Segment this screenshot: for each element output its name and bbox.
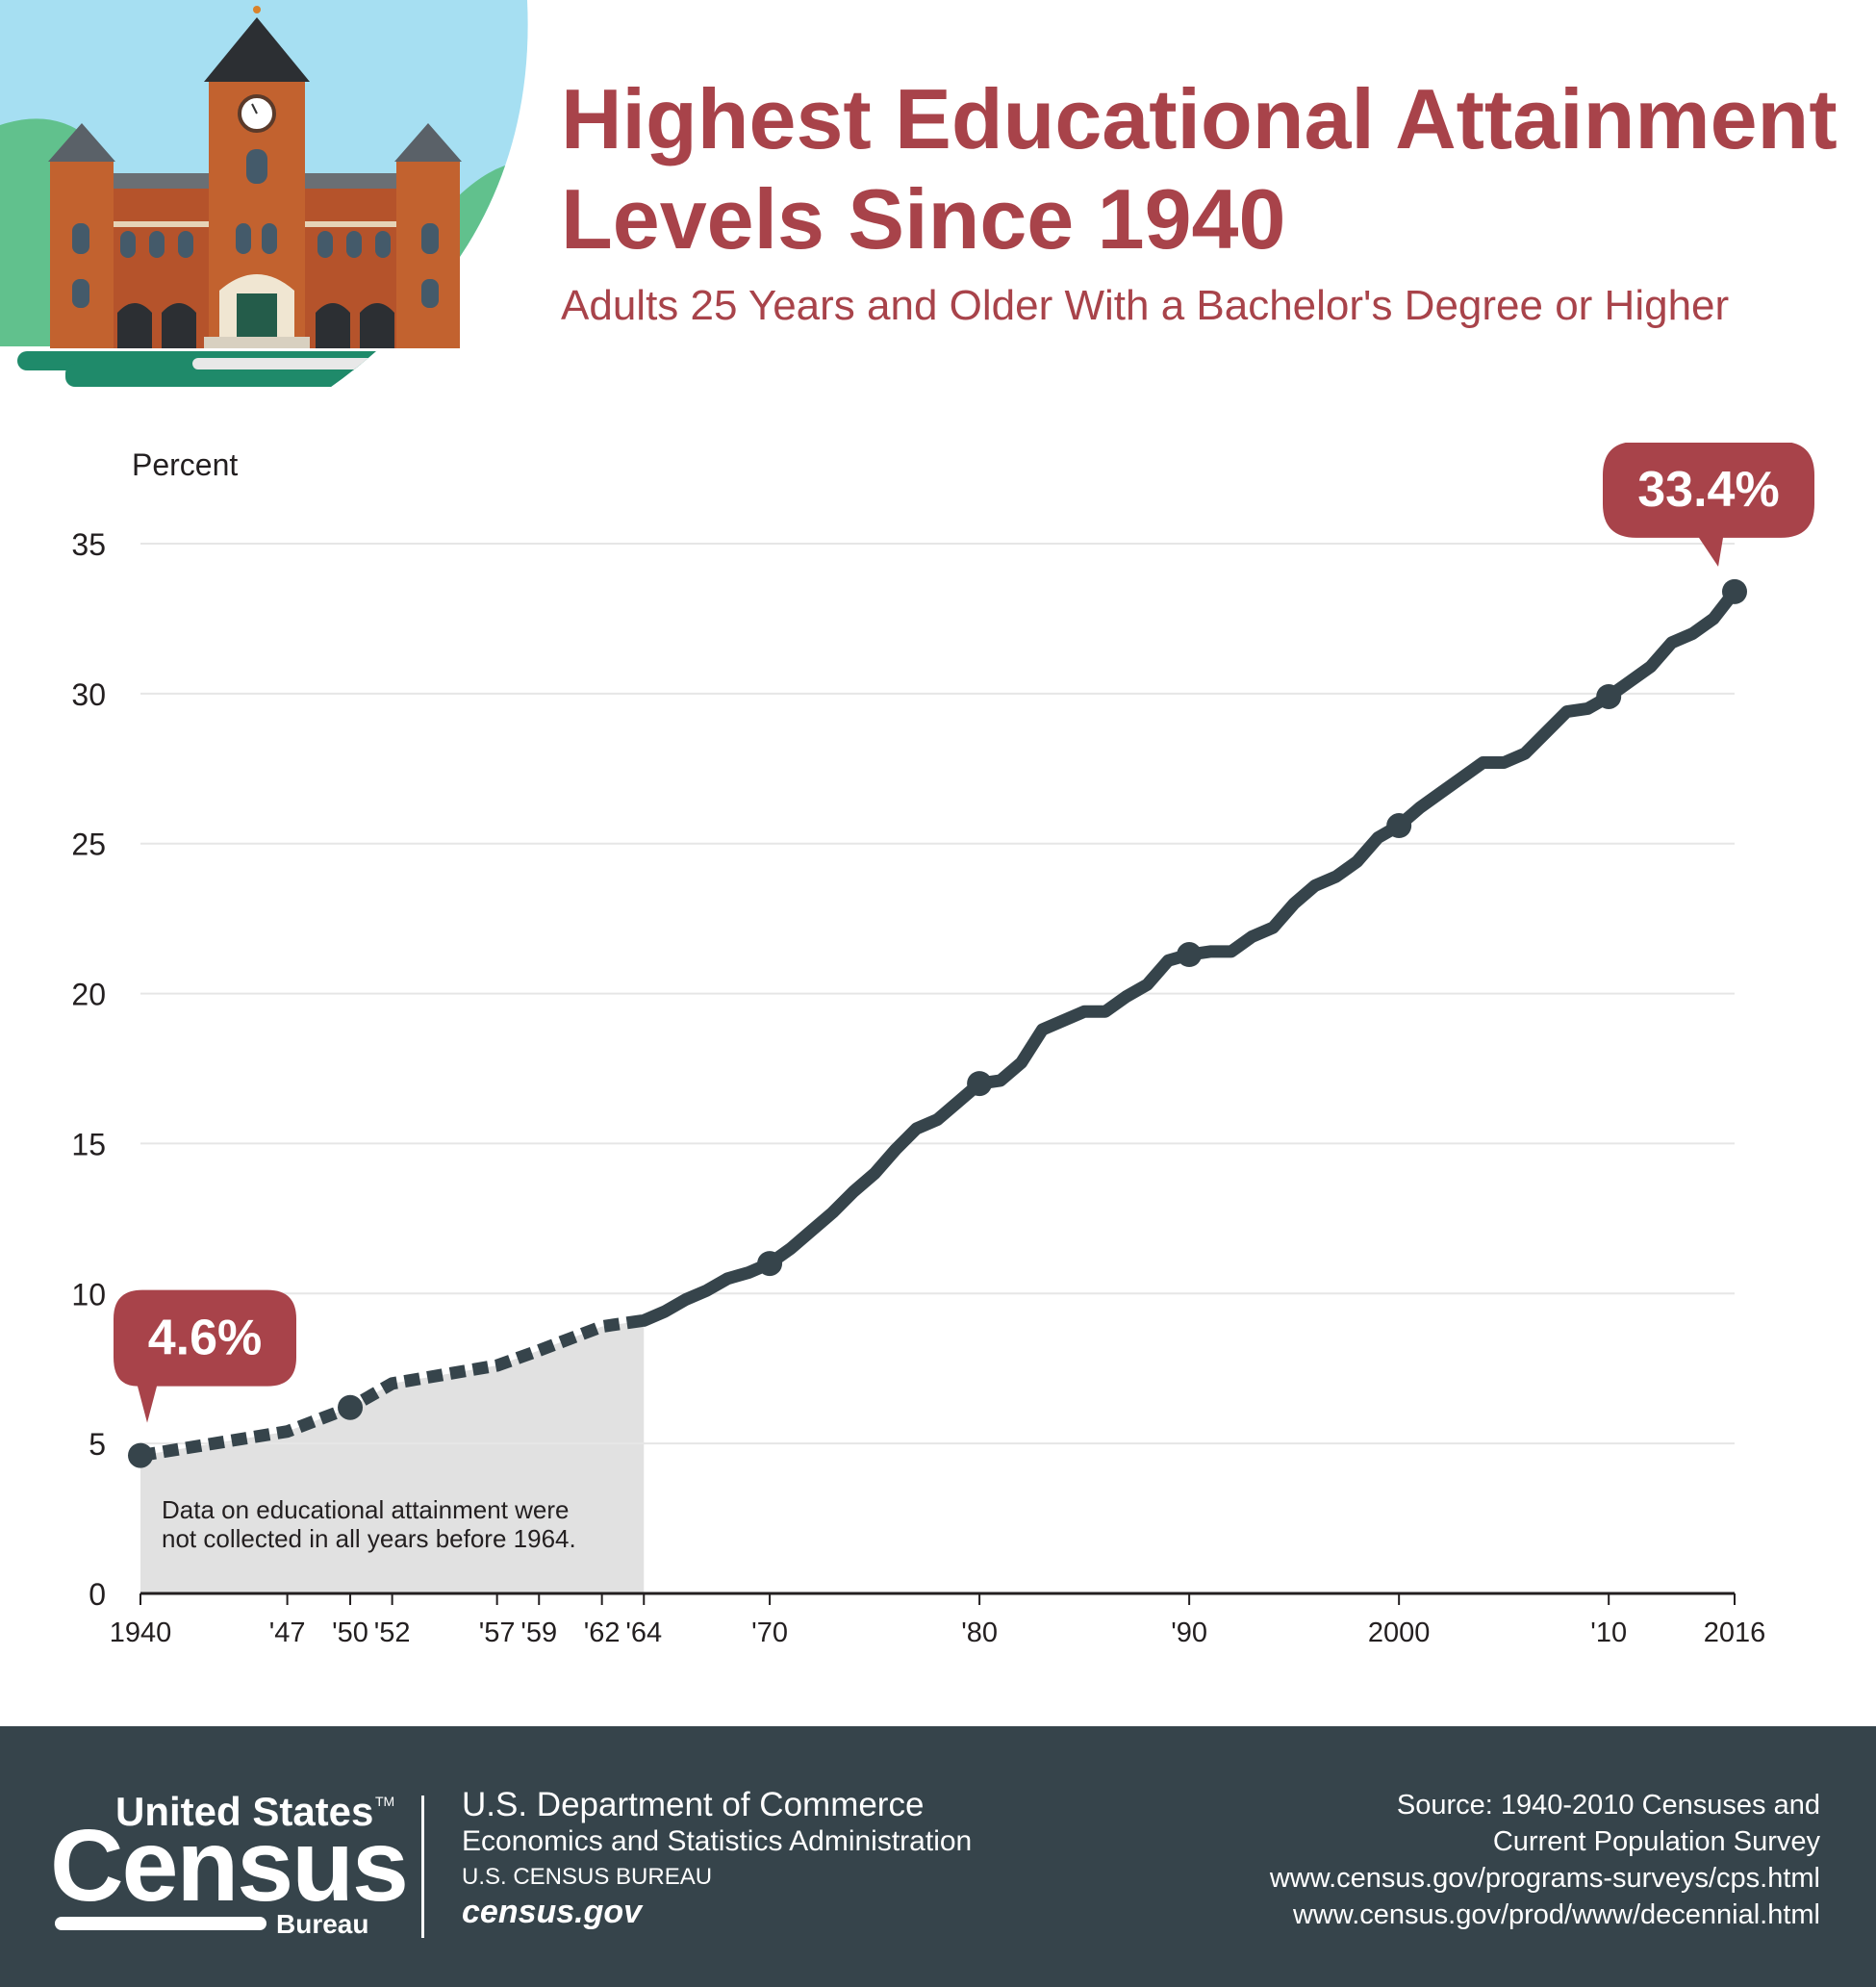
x-tick-label: '50 xyxy=(332,1618,368,1648)
x-tick-label: '57 xyxy=(479,1618,516,1648)
dept-census-bureau: U.S. CENSUS BUREAU xyxy=(462,1864,713,1890)
y-tick-label: 35 xyxy=(71,527,106,562)
census-gov-link[interactable]: census.gov xyxy=(462,1894,643,1930)
shaded-note-line-1: Data on educational attainment were xyxy=(162,1495,570,1524)
y-tick-label: 0 xyxy=(89,1577,106,1612)
data-point-marker xyxy=(1386,813,1412,839)
data-point-marker xyxy=(1177,942,1203,968)
footer-divider xyxy=(421,1796,424,1938)
callout-bubble-2016 xyxy=(1603,443,1814,567)
x-tick-label: 2016 xyxy=(1704,1618,1766,1648)
data-point-marker xyxy=(128,1442,153,1468)
y-axis-label: Percent xyxy=(132,447,238,482)
data-point-marker xyxy=(1722,578,1747,604)
source-url-decennial[interactable]: www.census.gov/prod/www/decennial.html xyxy=(1292,1899,1820,1930)
page-title: Highest Educational Attainment Levels Si… xyxy=(561,69,1860,269)
x-tick-label: '64 xyxy=(625,1618,662,1648)
shaded-note-line-2: not collected in all years before 1964. xyxy=(162,1524,576,1553)
data-point-marker xyxy=(967,1071,993,1097)
x-tick-label: '10 xyxy=(1590,1618,1627,1648)
x-tick-label: '52 xyxy=(374,1618,411,1648)
y-tick-label: 10 xyxy=(71,1277,106,1312)
data-point-marker xyxy=(1596,683,1622,709)
callout-bubble-1940 xyxy=(114,1289,296,1423)
dept-esa: Economics and Statistics Administration xyxy=(462,1825,973,1857)
x-tick-label: '62 xyxy=(584,1618,621,1648)
source-line-1: Source: 1940-2010 Censuses and xyxy=(1396,1790,1820,1821)
x-tick-label: '47 xyxy=(269,1618,306,1648)
y-tick-label: 30 xyxy=(71,677,106,712)
callout-label-2016: 33.4% xyxy=(1637,462,1779,518)
x-tick-label: '70 xyxy=(751,1618,788,1648)
logo-census: Census xyxy=(50,1809,409,1923)
x-tick-label: '90 xyxy=(1171,1618,1207,1648)
footer: United States TM Census Bureau U.S. Depa… xyxy=(0,1726,1876,1987)
callout-label-1940: 4.6% xyxy=(148,1311,263,1366)
x-tick-label: '59 xyxy=(520,1618,557,1648)
data-point-marker xyxy=(338,1394,364,1420)
title-line-2: Levels Since 1940 xyxy=(561,171,1286,267)
logo-underline xyxy=(55,1917,266,1930)
pre-1964-shaded-area xyxy=(140,1320,645,1593)
y-tick-label: 20 xyxy=(71,978,106,1012)
y-tick-label: 15 xyxy=(71,1127,106,1161)
x-tick-label: 1940 xyxy=(110,1618,172,1648)
logo-trademark: TM xyxy=(375,1794,395,1809)
logo-bureau: Bureau xyxy=(276,1909,369,1939)
dept-commerce: U.S. Department of Commerce xyxy=(462,1786,925,1823)
y-tick-label: 25 xyxy=(71,828,106,862)
series-dashed-pre-1964 xyxy=(139,1313,646,1463)
x-tick-label: '80 xyxy=(961,1618,998,1648)
data-point-marker xyxy=(757,1251,783,1277)
page-subtitle: Adults 25 Years and Older With a Bachelo… xyxy=(561,282,1730,329)
x-tick-label: 2000 xyxy=(1368,1618,1431,1648)
logo-united-states: United States xyxy=(115,1789,374,1834)
school-building-icon xyxy=(0,0,528,390)
title-line-1: Highest Educational Attainment xyxy=(561,71,1838,166)
attainment-line-chart: 0 5 10 15 20 25 30 35 Percent 1940 '47 '50'52 '57'59… xyxy=(71,443,1814,1648)
y-tick-label: 5 xyxy=(89,1427,106,1462)
source-line-2: Current Population Survey xyxy=(1492,1826,1820,1857)
source-url-cps[interactable]: www.census.gov/programs-surveys/cps.html xyxy=(1269,1863,1820,1894)
